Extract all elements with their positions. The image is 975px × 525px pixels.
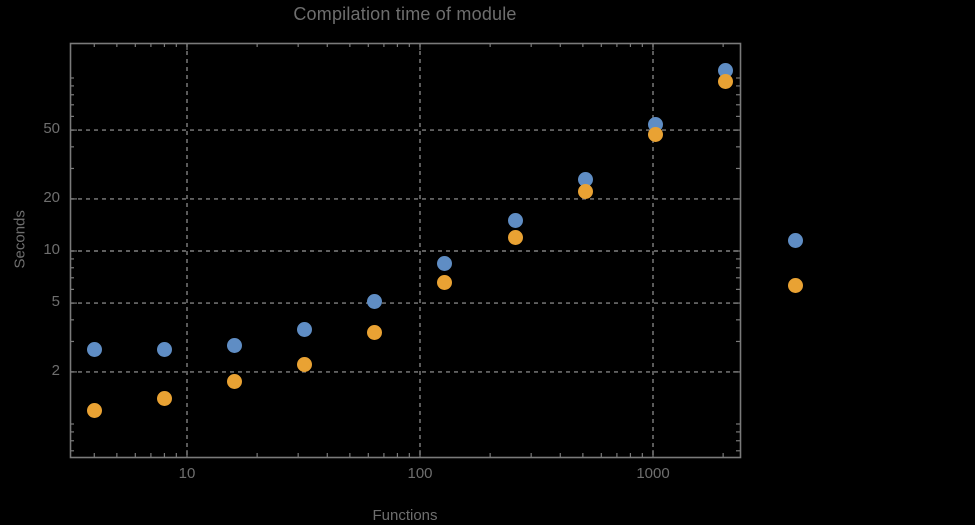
- y-tick-label: 2: [51, 361, 60, 379]
- data-point: [367, 324, 383, 340]
- tick-marks: [70, 43, 740, 457]
- data-point: [227, 374, 243, 390]
- x-tick-label: 1000: [636, 465, 670, 482]
- data-point: [437, 274, 453, 290]
- y-axis-label: Seconds: [11, 210, 29, 269]
- data-point: [507, 213, 523, 229]
- data-point: [647, 127, 663, 143]
- data-point: [507, 229, 523, 245]
- data-point: [718, 74, 734, 90]
- data-point: [577, 184, 593, 200]
- data-point: [86, 341, 102, 357]
- y-tick-label: 5: [51, 293, 60, 311]
- x-tick-label: 10: [178, 465, 196, 482]
- y-tick-label: 10: [43, 241, 60, 258]
- data-point: [788, 232, 804, 248]
- data-point: [788, 278, 804, 294]
- data-point: [297, 357, 313, 373]
- data-point: [437, 255, 453, 271]
- data-point: [367, 294, 383, 310]
- data-point: [297, 322, 313, 338]
- data-point: [577, 171, 593, 187]
- data-point: [156, 341, 172, 357]
- y-tick-label: 20: [43, 188, 60, 206]
- x-tick-label: 100: [407, 465, 433, 482]
- x-axis-label: Functions: [372, 507, 438, 524]
- data-point: [156, 391, 172, 407]
- data-point: [227, 337, 243, 353]
- data-point: [86, 402, 102, 418]
- chart-title: Compilation time of module: [293, 4, 517, 24]
- gridlines: [70, 43, 740, 457]
- y-tick-label: 50: [43, 120, 60, 138]
